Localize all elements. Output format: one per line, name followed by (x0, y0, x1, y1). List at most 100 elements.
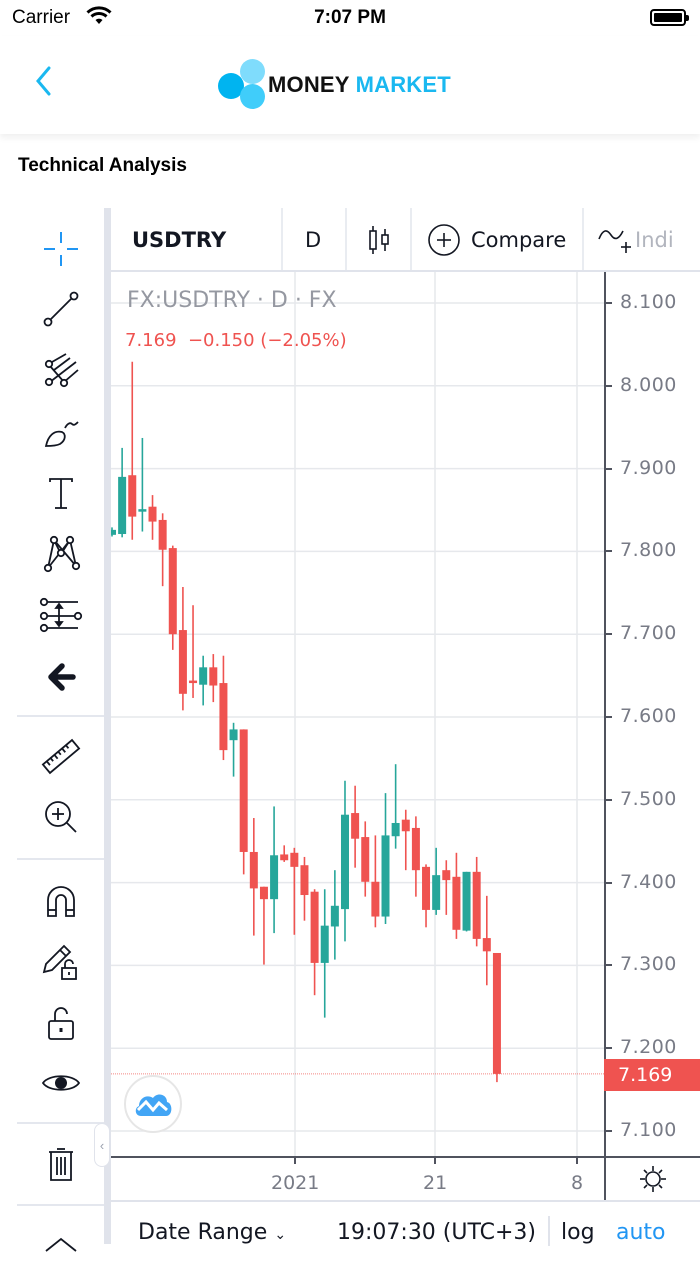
prediction-tool[interactable] (36, 592, 86, 638)
magnet-icon (47, 886, 75, 917)
scroll-up-tool[interactable] (36, 1216, 86, 1262)
chart-pane[interactable]: FX:USDTRY · D · FX 7.169 −0.150 (−2.05%) (111, 272, 604, 1156)
add-circle-icon (428, 224, 460, 256)
collapse-toolbar-button[interactable]: ‹ (94, 1123, 110, 1167)
price-label: 7.700 (620, 622, 677, 645)
pitchfork-icon (44, 353, 79, 388)
tradingview-cloud-icon (135, 1094, 172, 1116)
price-tick (606, 550, 612, 553)
toolbar-separator (345, 208, 347, 270)
time-label: 21 (423, 1172, 448, 1194)
trash-icon (49, 1148, 73, 1181)
pencil-lock-icon (42, 944, 77, 980)
zoom-in-tool[interactable] (36, 794, 86, 840)
price-label: 8.100 (620, 291, 677, 313)
delete-tool[interactable] (36, 1142, 86, 1188)
carrier-label: Carrier (12, 7, 71, 28)
toolbar-separator (548, 1216, 550, 1246)
compare-label: Compare (471, 228, 567, 252)
price-tick (606, 302, 612, 304)
symbol-button[interactable]: USDTRY (132, 228, 227, 252)
trend-line-icon (43, 291, 79, 327)
price-tick (606, 798, 612, 801)
nav-bar: MONEY MARKET (0, 36, 700, 134)
wifi-icon (86, 6, 112, 31)
price-label: 7.200 (620, 1036, 677, 1059)
price-tick (606, 964, 612, 967)
magnet-tool[interactable] (36, 878, 86, 924)
drawing-toolbar (0, 208, 104, 1252)
logo-dot-icon (240, 59, 265, 84)
brush-icon (44, 421, 79, 447)
chevron-down-icon: ⌄ (274, 1227, 287, 1243)
price-tick (606, 881, 612, 884)
chart-toolbar: USDTRY D Compare Indi (111, 208, 700, 272)
interval-button[interactable]: D (305, 228, 322, 252)
crosshair-icon (44, 232, 78, 266)
date-range-button[interactable]: Date Range ⌄ (138, 1220, 287, 1245)
legend-values: 7.169 −0.150 (−2.05%) (125, 330, 347, 351)
indicators-label: Indi (635, 228, 674, 252)
price-tick (606, 716, 612, 718)
chevron-left-icon: ‹ (99, 1137, 105, 1153)
back-button[interactable] (30, 64, 60, 98)
price-label: 7.900 (620, 456, 677, 479)
hide-toolbar-tool[interactable] (36, 654, 86, 700)
time-tick (294, 1158, 296, 1164)
toolbar-separator (410, 208, 412, 270)
time-tick (434, 1158, 436, 1164)
candles-icon (369, 226, 389, 254)
log-scale-toggle[interactable]: log (561, 1220, 595, 1245)
zoom-in-icon (45, 801, 77, 833)
toolbar-separator (17, 858, 104, 860)
unlock-icon (48, 1007, 74, 1040)
legend-title: FX:USDTRY · D · FX (127, 288, 337, 313)
sun-settings-icon (640, 1166, 666, 1192)
prediction-icon (39, 597, 83, 633)
timezone-clock[interactable]: 19:07:30 (UTC+3) (337, 1220, 537, 1245)
clock: 7:07 PM (314, 7, 386, 28)
lock-tool[interactable] (36, 1000, 86, 1046)
price-label: 7.800 (620, 539, 677, 562)
last-price-label: 7.169 (604, 1059, 700, 1091)
pattern-icon (43, 535, 81, 573)
status-bar: Carrier 7:07 PM (0, 0, 700, 36)
chart-type-button[interactable] (366, 208, 392, 270)
brush-tool[interactable] (36, 410, 86, 456)
auto-scale-toggle[interactable]: auto (616, 1220, 666, 1245)
crosshair-tool[interactable] (36, 226, 86, 272)
compare-button[interactable]: Compare (427, 208, 567, 270)
tradingview-logo-button[interactable] (124, 1075, 182, 1133)
chart-settings-button[interactable] (604, 1156, 700, 1200)
chevron-left-icon (36, 66, 51, 96)
toolbar-separator (281, 208, 283, 270)
toolbar-separator (17, 715, 104, 717)
price-label: 7.300 (620, 953, 677, 976)
time-axis[interactable]: 2021 21 8 (111, 1156, 604, 1200)
indicators-icon (598, 230, 631, 253)
time-label: 2021 (271, 1172, 320, 1194)
price-axis[interactable]: 8.100 8.000 7.900 7.800 7.700 7.600 7.500 7.400… (604, 272, 700, 1156)
logo-dot-icon (218, 73, 244, 99)
sidebar-divider (104, 208, 111, 1244)
pitchfork-tool[interactable] (36, 348, 86, 394)
toolbar-separator (582, 208, 584, 270)
candlestick-chart (111, 272, 604, 1156)
bottom-toolbar: Date Range ⌄ 19:07:30 (UTC+3) log auto (111, 1200, 700, 1246)
text-tool[interactable] (36, 470, 86, 516)
text-icon (49, 478, 73, 509)
pattern-tool[interactable] (36, 530, 86, 576)
page-title: Technical Analysis (18, 155, 187, 176)
chevron-up-icon (45, 1237, 77, 1252)
price-label: 7.500 (620, 787, 677, 810)
trend-line-tool[interactable] (36, 286, 86, 332)
price-label: 7.100 (620, 1119, 677, 1141)
toolbar-separator (17, 1122, 104, 1124)
price-tick (606, 633, 612, 636)
visibility-tool[interactable] (36, 1060, 86, 1106)
indicators-button[interactable]: Indi (597, 208, 674, 270)
measure-tool[interactable] (36, 734, 86, 780)
lock-drawings-tool[interactable] (36, 938, 86, 984)
eye-icon (41, 1075, 81, 1091)
time-tick (576, 1158, 578, 1164)
